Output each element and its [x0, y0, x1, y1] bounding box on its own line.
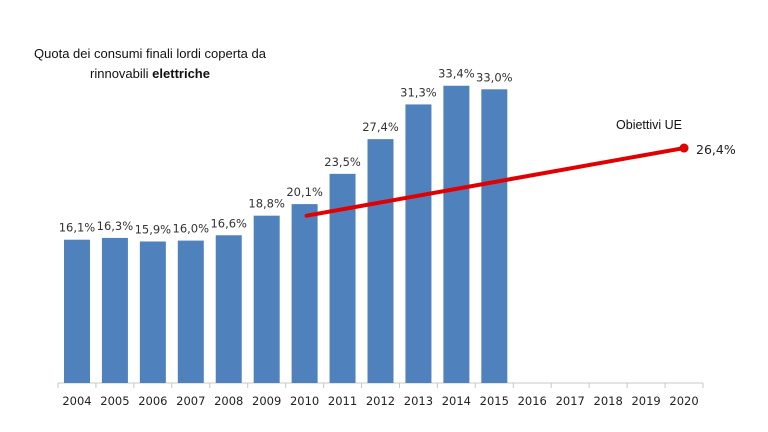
bar-2014 — [443, 85, 470, 384]
x-tick-label: 2020 — [669, 394, 698, 408]
bar-2009 — [253, 215, 280, 383]
x-tick-label: 2019 — [631, 394, 660, 408]
x-tick-label: 2004 — [62, 394, 91, 408]
bar-2008 — [215, 235, 242, 383]
chart-title-line2: rinnovabili elettriche — [10, 64, 290, 84]
bar-2012 — [367, 139, 394, 383]
x-tick-label: 2006 — [138, 394, 167, 408]
x-tick-label: 2010 — [290, 394, 319, 408]
x-tick-label: 2012 — [366, 394, 395, 408]
bar-2011 — [329, 173, 356, 383]
x-tick-label: 2007 — [176, 394, 205, 408]
data-label-2010: 20,1% — [286, 185, 323, 199]
chart-title: Quota dei consumi finali lordi coperta d… — [10, 44, 290, 84]
target-line — [304, 146, 687, 218]
data-label-2007: 16,0% — [173, 222, 210, 236]
x-tick-label: 2014 — [442, 394, 471, 408]
chart-title-regular: rinnovabili — [90, 66, 153, 81]
data-label-2009: 18,8% — [248, 197, 285, 211]
x-tick-label: 2008 — [214, 394, 243, 408]
target-line-label: Obiettivi UE — [616, 118, 682, 132]
data-label-2011: 23,5% — [324, 155, 361, 169]
x-tick-label: 2005 — [100, 394, 129, 408]
data-label-2012: 27,4% — [362, 120, 399, 134]
x-tick-label: 2017 — [556, 394, 585, 408]
target-point-2020 — [679, 143, 689, 153]
x-tick-label: 2015 — [480, 394, 509, 408]
data-label-2015: 33,0% — [476, 70, 513, 84]
bar-2015 — [481, 89, 508, 384]
data-label-2005: 16,3% — [97, 219, 134, 233]
data-label-2008: 16,6% — [210, 216, 247, 230]
data-label-2014: 33,4% — [438, 67, 475, 81]
bar-2006 — [139, 241, 166, 383]
x-tick-label: 2011 — [328, 394, 357, 408]
x-tick-label: 2018 — [594, 394, 623, 408]
bar-2005 — [101, 237, 128, 383]
chart-title-bold: elettriche — [152, 66, 210, 81]
x-tick-label: 2013 — [404, 394, 433, 408]
x-tick-label: 2016 — [518, 394, 547, 408]
target-value-label: 26,4% — [696, 142, 736, 157]
data-label-2004: 16,1% — [59, 221, 96, 235]
bar-2010 — [291, 204, 318, 383]
bar-2004 — [63, 239, 90, 383]
data-label-2013: 31,3% — [400, 85, 437, 99]
data-label-2006: 15,9% — [135, 222, 172, 236]
bar-2007 — [177, 240, 204, 383]
bar-2013 — [405, 104, 432, 384]
x-tick-label: 2009 — [252, 394, 281, 408]
chart-title-line1: Quota dei consumi finali lordi coperta d… — [34, 46, 266, 61]
